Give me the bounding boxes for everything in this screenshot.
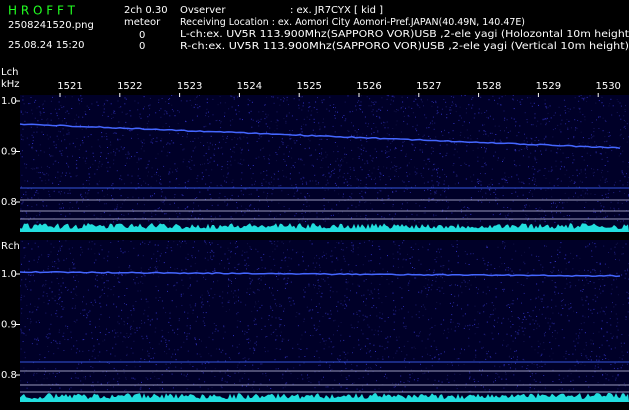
kind: meteor xyxy=(124,17,161,28)
rch-info: R-ch:ex. UV5R 113.900Mhz(SAPPORO VOR)USB… xyxy=(180,41,629,52)
count-r: 0 xyxy=(139,41,145,52)
observer-label: Ovserver xyxy=(180,5,226,16)
location: Receiving Location : ex. Aomori City Aom… xyxy=(180,17,525,28)
mode: 2ch 0.30 xyxy=(124,5,168,16)
carrier-trace xyxy=(19,270,621,278)
time-tick-label: 1523 xyxy=(177,81,202,92)
lch-info: L-ch:ex. UV5R 113.900Mhz(SAPPORO VOR)USB… xyxy=(180,29,629,40)
time-tick-label: 1525 xyxy=(296,81,321,92)
observer-value: : ex. JR7CYX [ kid ] xyxy=(290,5,383,16)
channel-label: Lch xyxy=(1,67,18,78)
time-tick-label: 1530 xyxy=(595,81,620,92)
y-tick-label: 1.0 xyxy=(1,96,17,107)
time-tick-label: 1521 xyxy=(57,81,82,92)
y-tick-label: 0.9 xyxy=(1,147,17,158)
carrier-trace xyxy=(19,123,621,149)
y-tick-label: 0.8 xyxy=(1,197,17,208)
time-tick-label: 1529 xyxy=(536,81,561,92)
time-tick-label: 1527 xyxy=(416,81,441,92)
spectrogram xyxy=(20,240,629,402)
y-tick-label: 1.0 xyxy=(1,269,17,280)
time-tick-label: 1526 xyxy=(356,81,381,92)
signal-floor xyxy=(20,223,629,232)
time-tick-label: 1524 xyxy=(237,81,262,92)
y-tick-label: 0.8 xyxy=(1,370,17,381)
y-tick-label: 0.9 xyxy=(1,320,17,331)
noise xyxy=(20,95,629,223)
time-tick-label: 1522 xyxy=(117,81,142,92)
signal-floor xyxy=(20,393,629,402)
file-name: 2508241520.png xyxy=(8,20,94,31)
unit-label: kHz xyxy=(1,79,20,90)
app-name: H R O F F T xyxy=(8,4,76,18)
channel-label: Rch xyxy=(1,241,20,252)
count-l: 0 xyxy=(139,30,145,41)
time-tick-label: 1528 xyxy=(476,81,501,92)
datetime: 25.08.24 15:20 xyxy=(8,40,85,51)
noise xyxy=(20,240,629,393)
